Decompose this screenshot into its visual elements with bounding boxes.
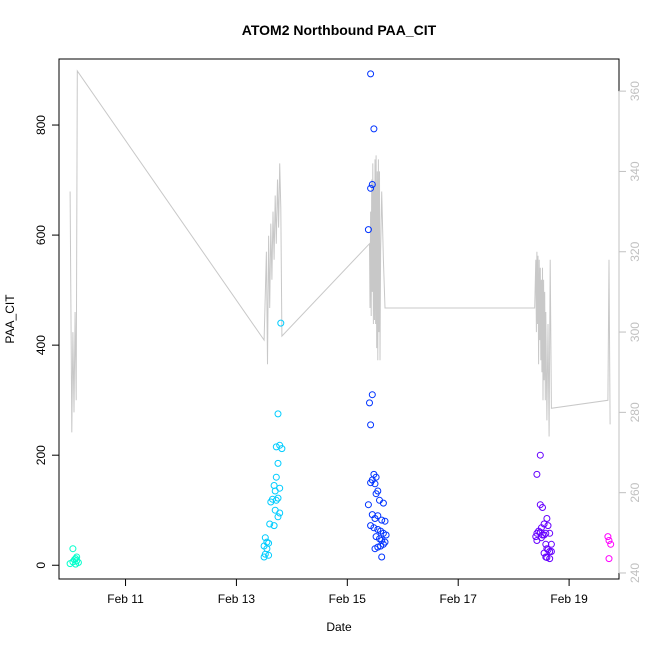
x-tick-label: Feb 17 xyxy=(440,592,478,606)
data-point xyxy=(73,553,81,561)
y2-tick-label: 360 xyxy=(628,81,642,101)
data-point xyxy=(260,553,268,561)
data-point xyxy=(381,517,389,525)
data-point xyxy=(543,515,551,522)
y2-tick-label: 340 xyxy=(628,161,642,181)
data-point xyxy=(276,509,284,517)
data-point xyxy=(272,473,280,481)
data-point xyxy=(540,549,548,557)
data-point xyxy=(367,421,375,429)
data-point xyxy=(605,555,613,563)
x-tick-label: Feb 11 xyxy=(107,592,144,606)
data-point xyxy=(364,501,372,509)
data-point xyxy=(371,545,379,553)
data-point xyxy=(382,531,390,539)
data-point xyxy=(605,537,613,544)
data-point xyxy=(265,551,273,559)
y-tick-label: 800 xyxy=(34,115,48,135)
data-point xyxy=(367,184,375,192)
y2-tick-label: 260 xyxy=(628,482,642,502)
series-line xyxy=(69,69,611,437)
data-point xyxy=(371,515,379,522)
data-point xyxy=(276,484,284,492)
data-point xyxy=(370,524,378,532)
data-point xyxy=(274,459,282,467)
data-point xyxy=(274,410,282,418)
data-point xyxy=(381,538,389,546)
data-point xyxy=(604,533,612,541)
data-point xyxy=(270,522,278,530)
data-point xyxy=(535,527,543,535)
data-point xyxy=(539,504,546,511)
data-point xyxy=(271,506,279,514)
data-point xyxy=(278,445,286,453)
data-point xyxy=(544,522,552,530)
x-tick-label: Feb 19 xyxy=(550,592,588,606)
chart-title: ATOM2 Northbound PAA_CIT xyxy=(242,22,437,38)
data-point xyxy=(378,516,386,524)
y-tick-label: 200 xyxy=(34,445,48,465)
data-point xyxy=(266,520,274,528)
data-point xyxy=(270,482,278,489)
data-point xyxy=(367,479,375,487)
x-tick-label: Feb 15 xyxy=(329,592,367,606)
data-point xyxy=(277,319,285,327)
data-point xyxy=(542,529,550,537)
y-axis-left: 0 200 400 600 800 xyxy=(34,115,60,569)
data-point xyxy=(366,399,373,407)
data-point xyxy=(267,498,275,506)
points-layer xyxy=(66,70,615,568)
y2-tick-label: 280 xyxy=(628,402,642,422)
data-point xyxy=(364,226,372,234)
data-point xyxy=(274,513,282,521)
data-point xyxy=(376,535,383,543)
data-point xyxy=(73,557,81,565)
y2-tick-label: 240 xyxy=(628,563,642,583)
data-point xyxy=(372,490,380,498)
data-point xyxy=(547,548,555,555)
data-point xyxy=(271,487,279,495)
data-point xyxy=(368,391,376,399)
y-tick-label: 400 xyxy=(34,335,48,355)
data-point xyxy=(367,70,375,78)
data-point xyxy=(378,553,386,561)
x-axis: Feb 11 Feb 13 Feb 15 Feb 17 Feb 19 xyxy=(107,578,588,606)
y-axis-right: 240 260 280 300 320 340 360 xyxy=(618,81,642,583)
data-point xyxy=(546,529,554,537)
data-point xyxy=(368,181,376,188)
y2-tick-label: 320 xyxy=(628,241,642,261)
data-point xyxy=(69,545,77,553)
line-layer xyxy=(69,69,611,437)
y-tick-label: 0 xyxy=(34,562,48,569)
data-point xyxy=(274,494,282,502)
x-tick-label: Feb 13 xyxy=(218,592,256,606)
data-point xyxy=(72,560,80,568)
data-point xyxy=(261,534,269,542)
data-point xyxy=(370,125,378,133)
y-tick-label: 600 xyxy=(34,225,48,245)
x-axis-label: Date xyxy=(326,620,352,634)
data-point xyxy=(547,540,555,548)
data-point xyxy=(371,480,379,488)
plot-area xyxy=(58,58,620,580)
data-point xyxy=(536,451,544,459)
data-point xyxy=(607,540,615,548)
data-point xyxy=(379,499,387,507)
y2-tick-label: 300 xyxy=(628,322,642,342)
data-point xyxy=(533,470,541,478)
data-point xyxy=(546,555,554,563)
y-axis-label: PAA_CIT xyxy=(3,294,17,344)
data-point xyxy=(533,537,541,544)
